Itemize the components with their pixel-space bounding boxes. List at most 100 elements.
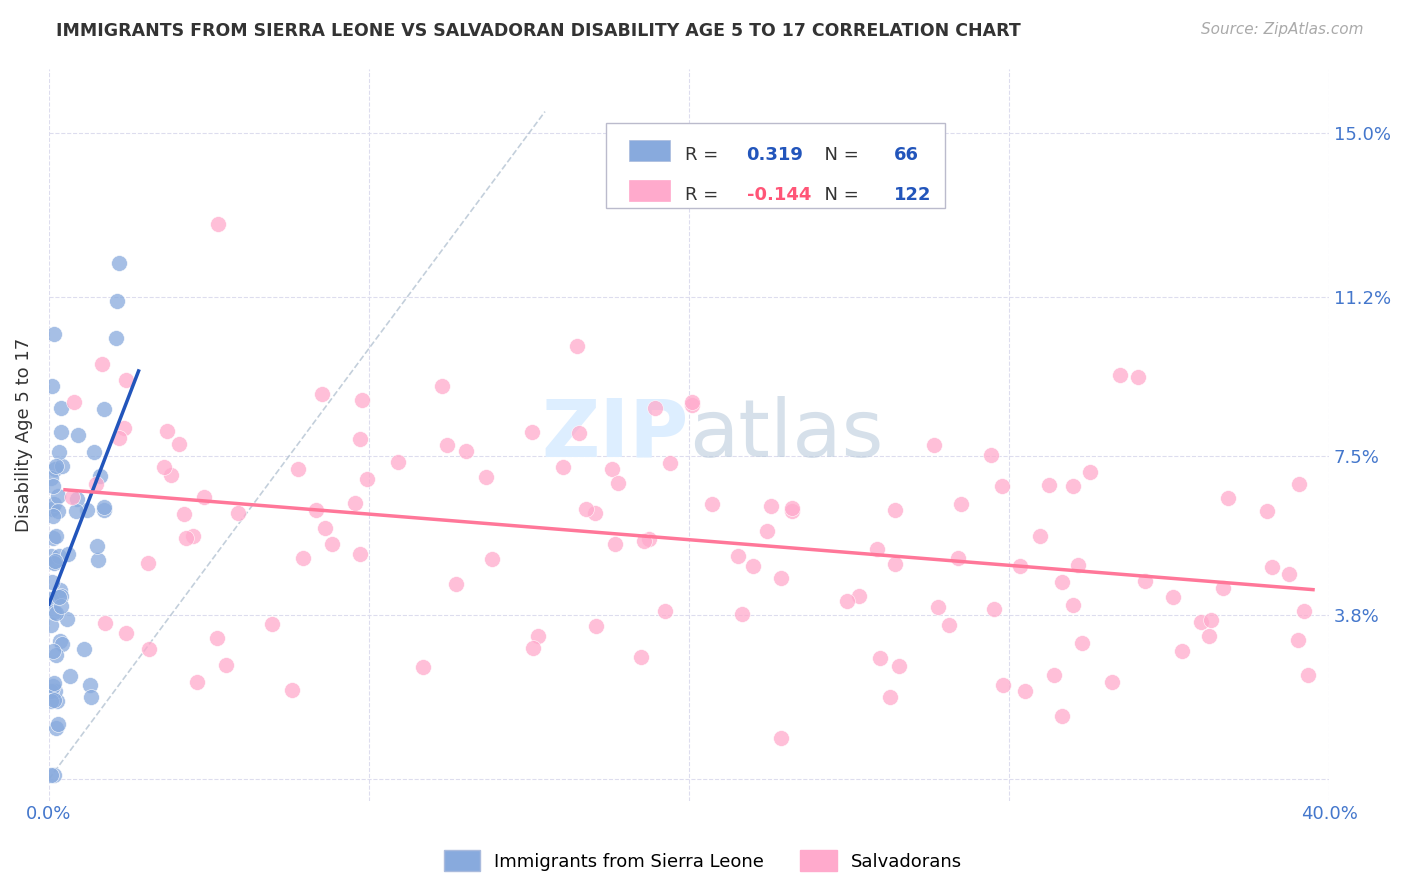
Point (214, 657, 236, 672)
Text: IMMIGRANTS FROM SIERRA LEONE VS SALVADORAN DISABILITY AGE 5 TO 17 CORRELATION CH: IMMIGRANTS FROM SIERRA LEONE VS SALVADOR… (56, 22, 1021, 40)
Point (108, 256, 131, 270)
Point (387, 455, 409, 469)
Point (44, 556, 66, 570)
Point (42, 327, 65, 342)
Point (644, 401, 666, 415)
Point (136, 557, 159, 571)
Point (727, 549, 749, 563)
Point (583, 506, 606, 520)
Point (67, 428, 90, 442)
Point (108, 431, 131, 445)
Point (152, 459, 174, 474)
FancyBboxPatch shape (606, 123, 945, 208)
Point (44, 496, 66, 510)
Text: 122: 122 (894, 186, 931, 204)
Point (884, 557, 907, 571)
Point (46, 489, 69, 503)
Point (115, 373, 138, 387)
Point (58, 547, 80, 561)
Point (156, 424, 179, 438)
Point (321, 537, 343, 551)
Point (356, 473, 378, 487)
Point (600, 462, 623, 476)
Point (1042, 668, 1064, 682)
Point (94, 615, 117, 630)
Point (1189, 615, 1212, 629)
Point (922, 438, 945, 452)
Text: R =: R = (685, 186, 724, 204)
Point (114, 626, 136, 640)
Point (630, 650, 652, 665)
Point (344, 496, 367, 510)
Point (520, 425, 543, 439)
Point (39, 768, 62, 782)
Point (946, 550, 969, 565)
Point (1261, 559, 1284, 574)
Point (93, 401, 115, 416)
Point (42, 555, 65, 569)
Point (49, 583, 72, 598)
Point (780, 504, 803, 518)
Point (39, 471, 62, 485)
Point (879, 690, 901, 704)
Point (51, 589, 73, 603)
Point (56, 612, 79, 626)
Point (39, 684, 62, 698)
Point (51, 401, 73, 416)
Point (181, 529, 204, 543)
Point (45, 721, 67, 735)
Point (205, 632, 228, 646)
FancyBboxPatch shape (628, 140, 669, 161)
Point (949, 497, 972, 511)
Point (1126, 370, 1149, 384)
Point (1038, 478, 1060, 492)
Y-axis label: Disability Age 5 to 17: Disability Age 5 to 17 (15, 337, 32, 532)
Point (430, 378, 453, 392)
Point (87, 553, 110, 567)
Point (89, 469, 111, 483)
Point (1062, 599, 1084, 613)
Point (1161, 590, 1184, 604)
Point (45, 529, 67, 543)
Point (311, 387, 333, 401)
Point (1216, 491, 1239, 505)
Point (42, 768, 65, 782)
Point (702, 497, 724, 511)
Point (1067, 558, 1090, 573)
Point (481, 552, 503, 566)
Point (454, 444, 477, 458)
Text: ZIP: ZIP (541, 395, 689, 474)
Point (44, 462, 66, 476)
Point (44, 684, 66, 698)
Point (1014, 684, 1036, 698)
Point (39, 618, 62, 632)
Point (66, 491, 89, 506)
Point (412, 659, 434, 673)
Point (41, 379, 63, 393)
Point (41, 501, 63, 516)
Point (991, 479, 1014, 493)
Point (173, 507, 195, 521)
Point (1062, 478, 1084, 492)
Point (42, 644, 65, 658)
Point (522, 641, 544, 656)
Point (45, 606, 67, 620)
Point (112, 421, 135, 435)
Point (76, 503, 98, 517)
Point (446, 576, 468, 591)
Point (681, 398, 703, 412)
Point (86, 539, 108, 553)
Point (174, 531, 197, 545)
Point (883, 503, 905, 517)
Point (1288, 477, 1310, 491)
Point (638, 532, 661, 546)
Point (567, 339, 589, 353)
Point (160, 467, 183, 482)
Point (63, 395, 86, 409)
Point (41, 574, 63, 589)
Point (780, 500, 803, 515)
Point (44, 554, 66, 568)
Point (1288, 632, 1310, 647)
Point (866, 542, 889, 557)
Point (1109, 368, 1132, 382)
